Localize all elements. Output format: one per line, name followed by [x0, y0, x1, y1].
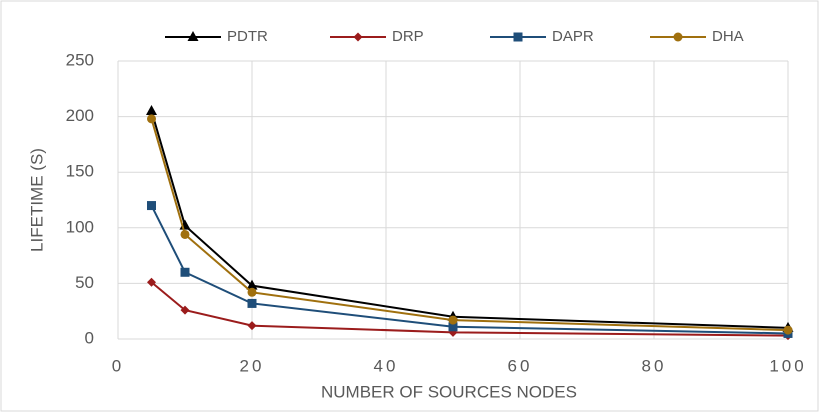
marker: [246, 279, 258, 290]
legend-label: DHA: [712, 28, 744, 45]
marker: [147, 277, 156, 287]
marker: [247, 287, 257, 297]
marker: [187, 31, 199, 41]
y-tick-label: 150: [66, 162, 94, 181]
x-axis-label: NUMBER OF SOURCES NODES: [321, 382, 577, 401]
marker: [247, 298, 257, 308]
legend-label: DRP: [392, 28, 424, 45]
y-tick-label: 0: [85, 328, 94, 347]
marker: [247, 321, 257, 331]
y-tick-label: 50: [75, 273, 94, 292]
marker: [180, 305, 190, 315]
marker: [673, 32, 683, 42]
marker: [513, 32, 523, 42]
x-tick-label: 100: [769, 356, 806, 375]
legend-label: DAPR: [552, 28, 594, 45]
marker: [448, 315, 458, 325]
marker: [147, 114, 156, 124]
marker: [783, 325, 793, 335]
x-tick-label: 40: [374, 356, 399, 375]
x-tick-label: 80: [642, 356, 667, 375]
y-tick-label: 100: [66, 217, 94, 236]
marker: [353, 32, 363, 42]
marker: [147, 201, 156, 211]
marker: [180, 229, 190, 239]
x-tick-label: 20: [240, 356, 265, 375]
y-tick-label: 200: [66, 106, 94, 125]
marker: [448, 322, 458, 332]
y-tick-label: 250: [66, 50, 94, 69]
marker: [146, 105, 157, 116]
x-tick-label: 0: [112, 356, 124, 375]
x-tick-label: 60: [508, 356, 533, 375]
marker: [180, 267, 190, 277]
legend-label: PDTR: [227, 28, 268, 45]
y-axis-label: LIFETIME (S): [27, 148, 46, 252]
